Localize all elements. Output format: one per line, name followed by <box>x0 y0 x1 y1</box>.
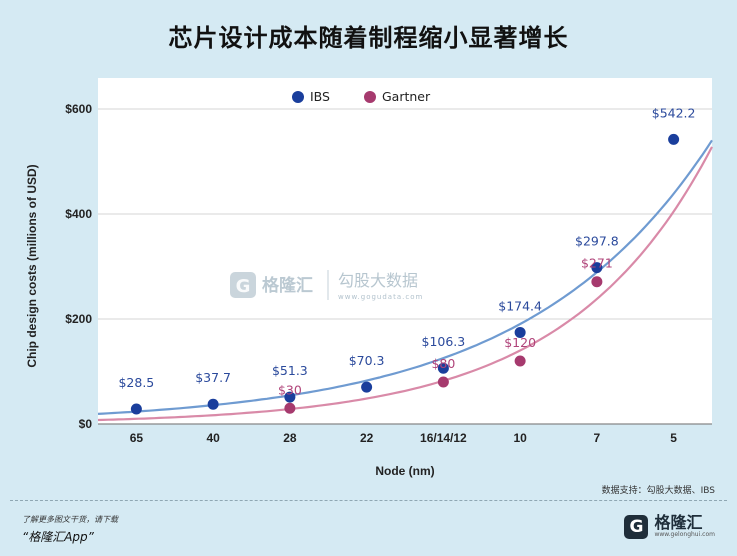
data-point-gartner <box>514 355 526 367</box>
data-label-ibs: $70.3 <box>349 353 385 368</box>
chart: $0 $200 $400 $600 65 40 28 22 16/14/12 10 7 5 Node (… <box>25 78 713 478</box>
data-label-gartner: $80 <box>431 356 455 371</box>
data-point-gartner <box>284 402 296 414</box>
data-point-ibs <box>437 362 449 374</box>
data-point-ibs <box>284 391 296 403</box>
data-label-gartner: $120 <box>504 335 536 350</box>
data-point-ibs <box>514 326 526 338</box>
y-tick-label: $400 <box>65 207 92 221</box>
legend-marker-gartner <box>364 91 376 103</box>
x-tick-label: 65 <box>130 431 144 445</box>
data-label-ibs: $106.3 <box>422 334 466 349</box>
logo-domain: www.gelonghui.com <box>654 531 715 538</box>
watermark-sub: 勾股大数据 <box>338 271 418 290</box>
x-tick-label: 22 <box>360 431 374 445</box>
source-note: 数据支持：勾股大数据、IBS <box>601 486 715 496</box>
data-label-ibs: $542.2 <box>652 105 696 120</box>
data-label-gartner: $271 <box>581 256 613 271</box>
data-label-ibs: $37.7 <box>195 370 231 385</box>
watermark-mark: G <box>236 276 251 297</box>
data-point-gartner <box>437 376 449 388</box>
x-tick-label: 10 <box>513 431 527 445</box>
legend-label-ibs: IBS <box>310 89 330 104</box>
footer-hint: 了解更多图文干货，请下载 <box>22 515 118 524</box>
legend-marker-ibs <box>292 91 304 103</box>
logo-name: 格隆汇 <box>654 513 703 532</box>
data-point-ibs <box>361 381 373 393</box>
x-tick-label: 5 <box>670 431 677 445</box>
data-point-gartner <box>591 276 603 288</box>
data-label-ibs: $51.3 <box>272 363 308 378</box>
x-tick-label: 40 <box>206 431 220 445</box>
x-axis-title: Node (nm) <box>375 464 434 478</box>
data-point-ibs <box>207 398 219 410</box>
legend-label-gartner: Gartner <box>382 89 431 104</box>
watermark-domain: www.gogudata.com <box>338 293 423 301</box>
chart-title: 芯片设计成本随着制程缩小显著增长 <box>168 24 569 52</box>
x-tick-label: 28 <box>283 431 297 445</box>
y-tick-label: $0 <box>79 417 93 431</box>
data-point-ibs <box>668 133 680 145</box>
data-point-ibs <box>591 262 603 274</box>
y-tick-label: $600 <box>65 102 92 116</box>
data-label-ibs: $28.5 <box>118 375 154 390</box>
data-label-ibs: $297.8 <box>575 234 619 249</box>
plot-area <box>98 78 712 424</box>
logo-icon: G <box>624 514 649 539</box>
footer-app-name: “格隆汇App” <box>22 530 94 544</box>
x-tick-label: 16/14/12 <box>420 431 467 445</box>
watermark-logo-icon <box>230 272 256 298</box>
data-label-ibs: $174.4 <box>498 298 542 313</box>
footer-divider <box>10 500 727 501</box>
x-tick-label: 7 <box>594 431 601 445</box>
y-tick-label: $200 <box>65 312 92 326</box>
watermark-brand: 格隆汇 <box>262 275 313 296</box>
trend-line-gartner <box>97 146 713 422</box>
y-axis-title: Chip design costs (millions of USD) <box>25 164 39 367</box>
trend-line-ibs <box>97 139 713 415</box>
data-label-gartner: $30 <box>278 382 302 397</box>
footer-logo: G 格隆汇 www.gelonghui.com <box>624 514 715 539</box>
data-point-ibs <box>130 403 142 415</box>
